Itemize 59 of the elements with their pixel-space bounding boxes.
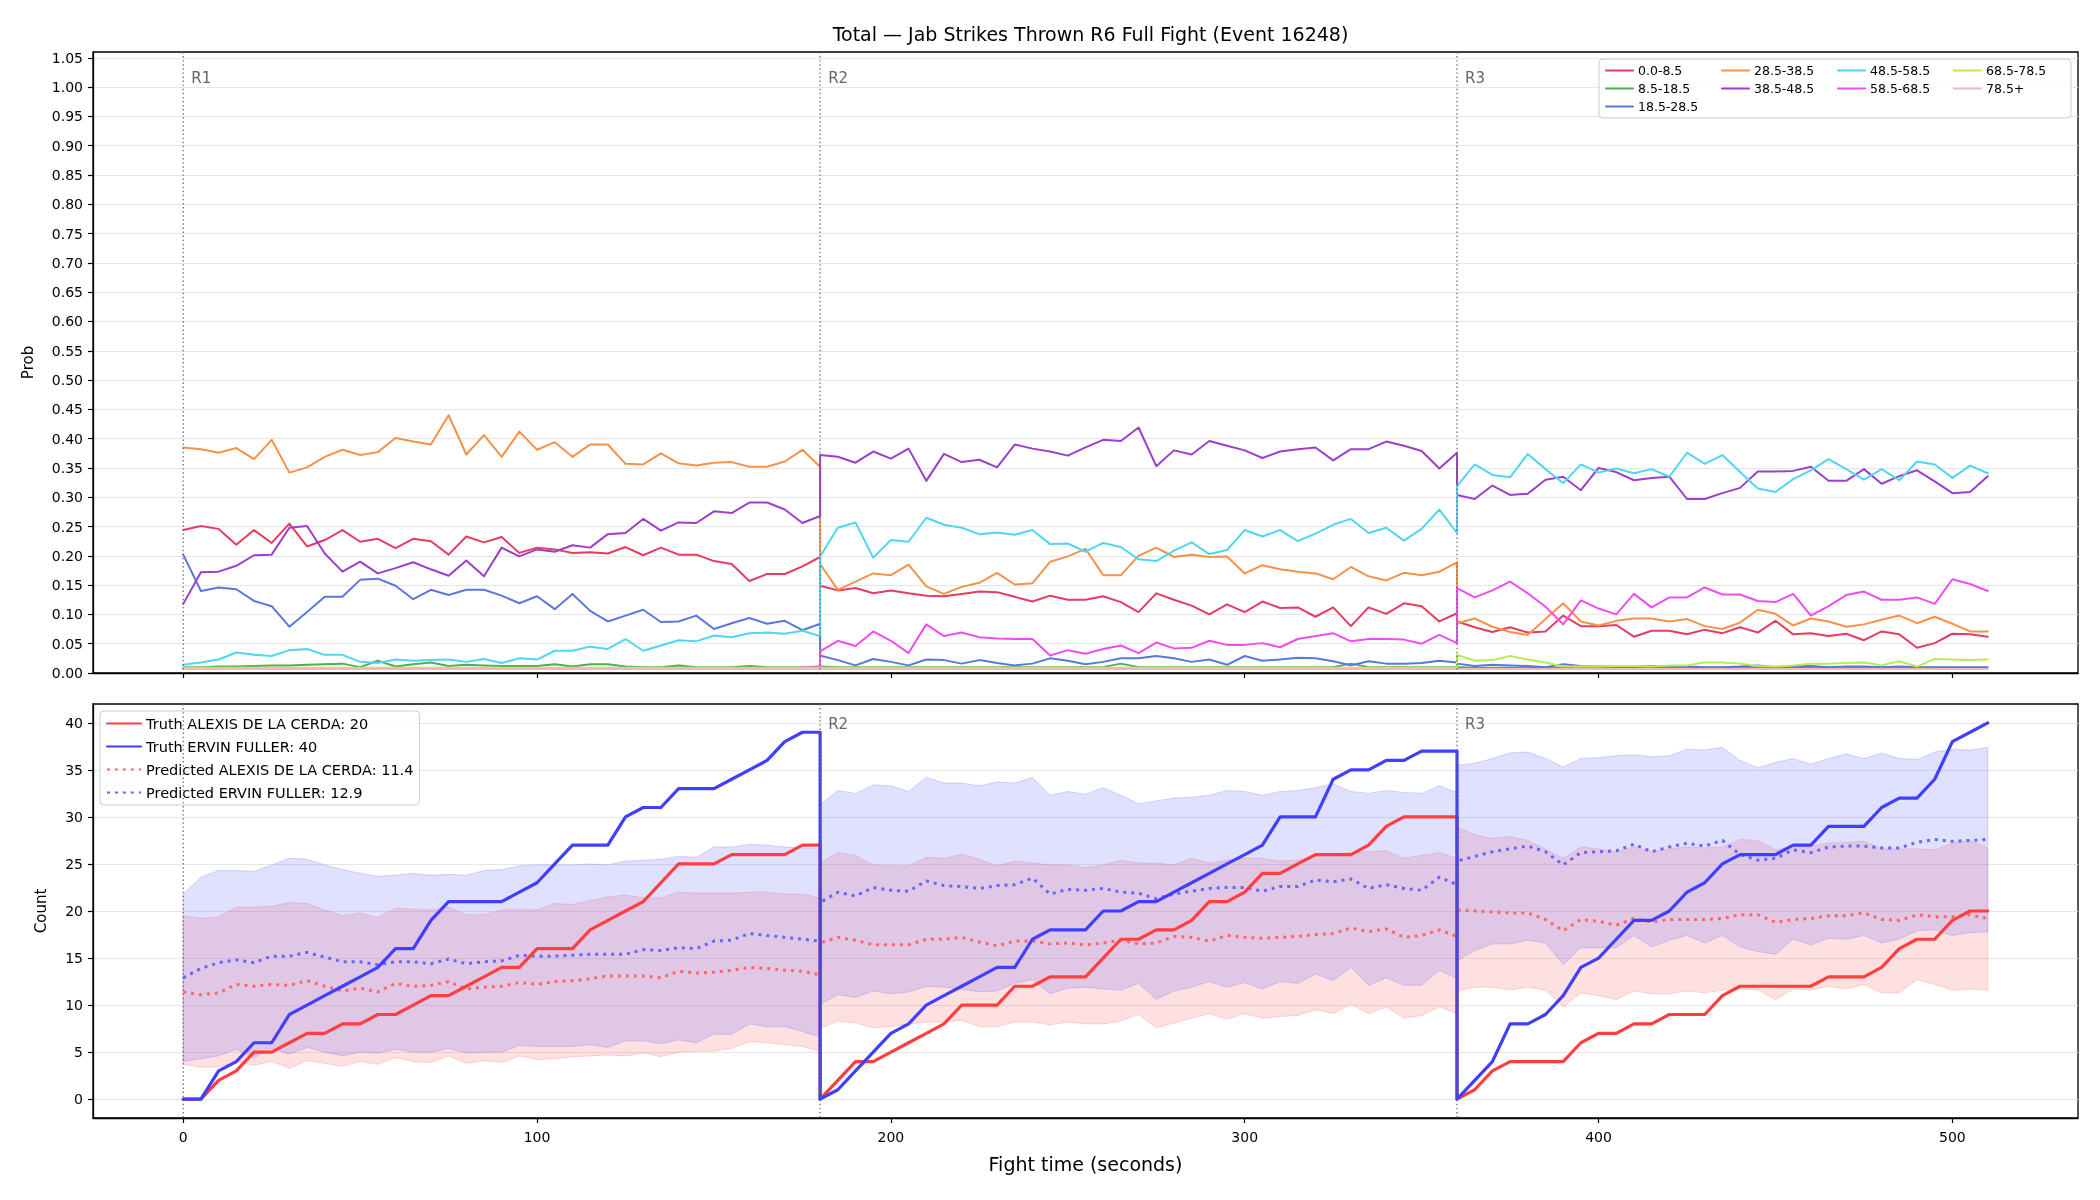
legend-label: Predicted ERVIN FULLER: 12.9 [146,784,363,801]
y-tick-label: 0.90 [51,137,83,154]
y-tick-label: 0.50 [51,372,83,389]
ref-line-label: R3 [1465,714,1485,733]
legend-label: Truth ERVIN FULLER: 40 [145,738,318,755]
legend-label: 58.5-68.5 [1870,81,1931,96]
y-tick-label: 0.10 [51,606,83,623]
y-tick-label: 35 [65,761,83,778]
y-tick-label: 40 [65,714,83,731]
y-axis-title: Count [31,888,50,934]
y-tick-label: 0.35 [51,459,83,476]
legend-label: Predicted ALEXIS DE LA CERDA: 11.4 [146,761,414,778]
y-tick-label: 0.30 [51,489,83,506]
y-tick-label: 0.25 [51,518,83,535]
legend-label: Truth ALEXIS DE LA CERDA: 20 [145,715,369,732]
y-tick-label: 0.15 [51,577,83,594]
x-tick-label: 500 [1939,1129,1966,1145]
ref-line-label: R2 [828,69,849,88]
legend-label: 48.5-58.5 [1870,63,1931,78]
y-tick-label: 1.05 [51,49,83,66]
y-tick-label: 25 [65,855,83,872]
y-axis-title: Prob [18,345,37,380]
y-tick-label: 1.00 [51,79,83,96]
legend-label: 38.5-48.5 [1754,81,1815,96]
y-tick-label: 0.75 [51,225,83,242]
legend-label: 78.5+ [1986,81,2025,96]
ref-line-label: R1 [191,69,212,88]
y-tick-label: 0.40 [51,430,83,447]
x-tick-label: 200 [877,1129,905,1145]
y-tick-label: 5 [74,1044,83,1061]
x-tick-label: 400 [1585,1129,1612,1145]
legend-label: 0.0-8.5 [1638,63,1683,78]
legend-label: 28.5-38.5 [1754,63,1815,78]
y-tick-label: 0.20 [51,547,83,564]
y-tick-label: 0.00 [51,665,83,681]
legend-label: 18.5-28.5 [1638,99,1699,114]
y-tick-label: 0.85 [51,167,83,184]
y-tick-label: 0.70 [51,254,83,271]
y-tick-label: 30 [65,808,83,825]
x-axis-title: Fight time (seconds) [988,1152,1183,1175]
legend-label: 68.5-78.5 [1986,63,2047,78]
chart-title: Total — Jab Strikes Thrown R6 Full Fight (Event 16248) [831,22,1349,45]
y-tick-label: 0.45 [51,401,83,418]
y-tick-label: 0.95 [51,108,83,125]
y-tick-label: 0.05 [51,635,83,652]
y-tick-label: 0.60 [51,313,83,330]
y-tick-label: 0.80 [51,196,83,213]
y-tick-label: 0.65 [51,284,83,301]
y-tick-label: 15 [65,950,83,967]
ref-line-label: R3 [1465,69,1485,88]
y-tick-label: 20 [65,903,83,919]
x-tick-label: 0 [178,1129,188,1145]
x-tick-label: 100 [523,1129,551,1145]
ref-line-label: R2 [828,714,849,733]
legend-label: 8.5-18.5 [1638,81,1691,96]
y-tick-label: 10 [65,997,83,1014]
y-tick-label: 0 [74,1091,83,1108]
x-tick-label: 300 [1231,1129,1259,1145]
y-tick-label: 0.55 [51,342,83,359]
